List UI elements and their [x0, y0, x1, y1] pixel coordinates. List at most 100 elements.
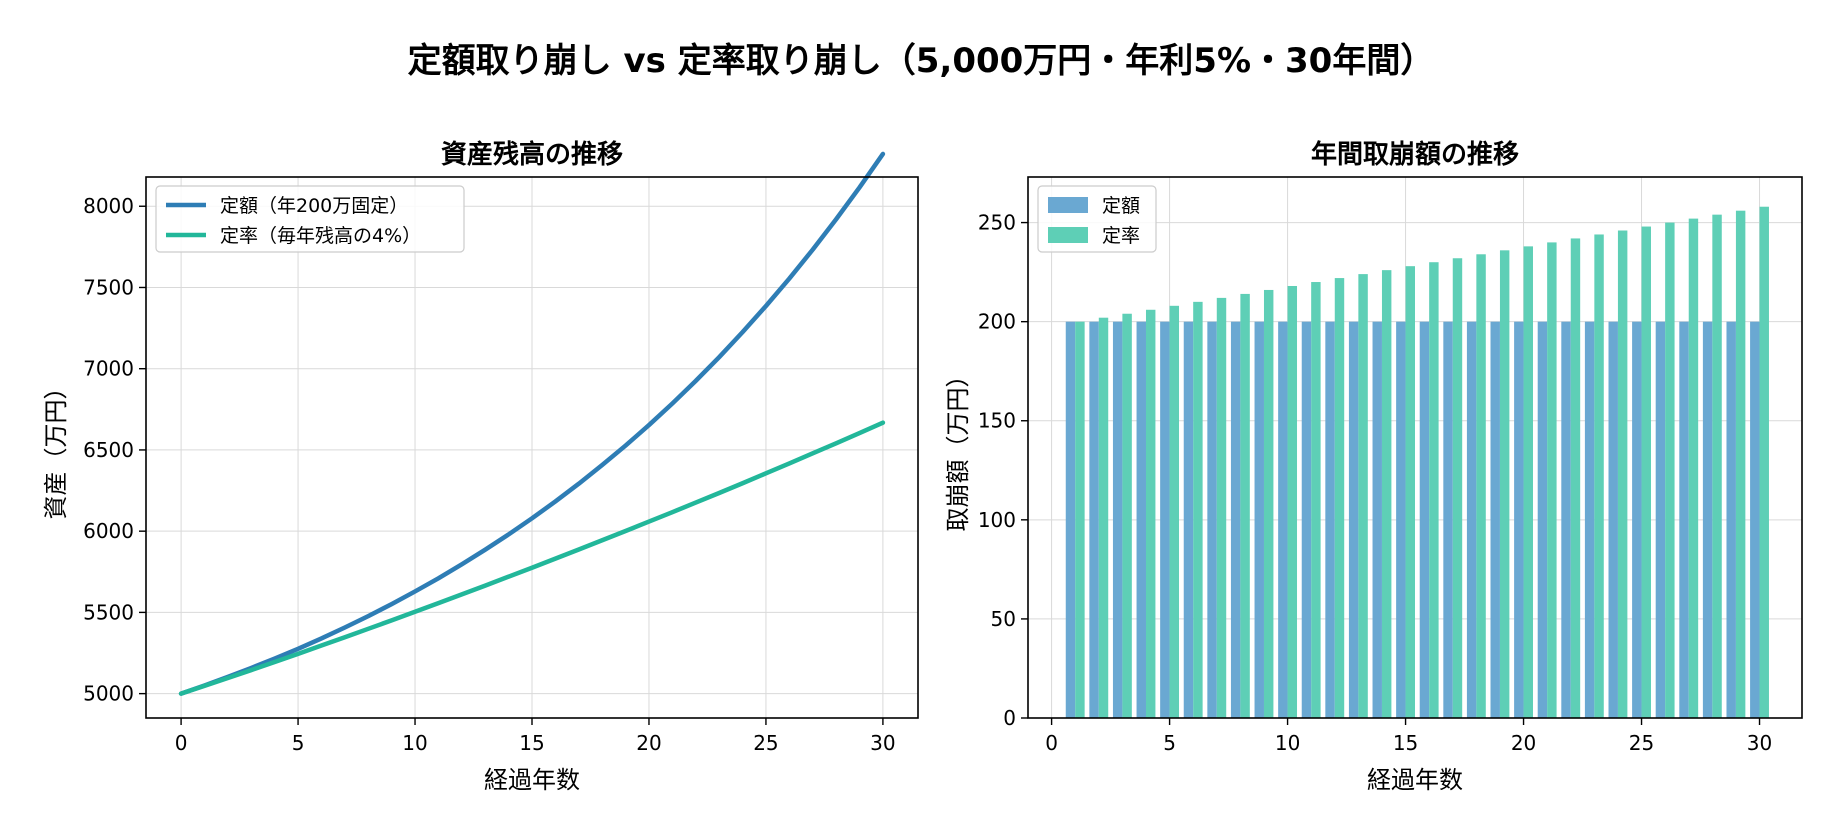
legend-swatch-2 [1048, 227, 1088, 243]
bar-rate-4 [1145, 309, 1156, 718]
y-tick-label: 150 [978, 409, 1016, 433]
bar-rate-18 [1476, 254, 1486, 719]
bar-rate-28 [1712, 214, 1722, 718]
y-tick-label: 6000 [83, 519, 134, 543]
y-tick-label: 8000 [83, 194, 134, 218]
bar-fixed-4 [1136, 321, 1146, 718]
bar-rate-9 [1263, 289, 1274, 718]
bar-fixed-2 [1089, 321, 1099, 718]
x-axis-label: 経過年数 [484, 766, 580, 794]
bar-fixed-1 [1065, 321, 1076, 718]
bar-rate-22 [1570, 238, 1581, 718]
x-tick-label: 10 [1275, 731, 1300, 755]
y-tick-label: 7500 [83, 275, 134, 299]
bar-fixed-29 [1726, 321, 1736, 718]
x-tick-label: 20 [1511, 731, 1536, 755]
bar-rate-20 [1523, 246, 1533, 718]
y-tick-label: 250 [978, 211, 1016, 235]
grid [146, 177, 918, 718]
bar-rate-16 [1429, 262, 1439, 718]
y-axis-label: 取崩額（万円） [944, 364, 972, 532]
x-tick-label: 5 [292, 731, 305, 755]
y-tick-label: 100 [978, 508, 1016, 532]
bar-fixed-8 [1230, 321, 1241, 718]
bar-rate-14 [1381, 270, 1392, 718]
bar-rate-8 [1240, 293, 1250, 718]
bar-rate-12 [1334, 278, 1345, 718]
x-tick-label: 10 [402, 731, 427, 755]
x-tick-label: 30 [870, 731, 895, 755]
bar-rate-2 [1098, 317, 1109, 718]
legend-label-1: 定額 [1102, 195, 1140, 217]
bar-rate-13 [1358, 274, 1368, 718]
y-tick-label: 50 [991, 607, 1016, 631]
bar-fixed-17 [1443, 321, 1453, 718]
bar-fixed-10 [1278, 321, 1288, 718]
bar-rate-5 [1169, 305, 1180, 718]
legend-box [155, 185, 465, 253]
y-tick-label: 200 [978, 310, 1016, 334]
bar-fixed-15 [1396, 321, 1406, 718]
bar-fixed-30 [1750, 321, 1760, 718]
x-tick-label: 0 [1045, 731, 1058, 755]
bar-fixed-28 [1702, 321, 1713, 718]
figure-suptitle: 定額取り崩し vs 定率取り崩し（5,000万円・年利5%・30年間） [408, 41, 1435, 81]
bar-rate-3 [1122, 313, 1132, 718]
bar-rate-11 [1311, 282, 1321, 718]
chart-panels: 0 5 10 15 20 25 305000550060006500700075008000… [42, 139, 1803, 794]
bar-fixed-25 [1632, 321, 1642, 718]
x-tick-label: 25 [1629, 731, 1654, 755]
y-tick-label: 5000 [83, 682, 134, 706]
bar-rate-6 [1193, 301, 1203, 718]
x-tick-label: 20 [636, 731, 661, 755]
bar-fixed-5 [1160, 321, 1170, 718]
bar-fixed-16 [1419, 321, 1430, 718]
bar-rate-29 [1735, 210, 1746, 718]
panel-title: 年間取崩額の推移 [1311, 139, 1519, 170]
bar-rate-10 [1287, 285, 1298, 718]
bar-fixed-18 [1466, 321, 1477, 718]
series-line-1 [178, 151, 886, 696]
panel-title: 資産残高の推移 [441, 139, 623, 170]
bar-rate-7 [1216, 297, 1227, 718]
legend: 定額（年200万固定） 定率（毎年残高の4%） [155, 185, 465, 253]
legend-label-2: 定率 [1102, 225, 1140, 247]
y-tick-label: 7000 [83, 357, 134, 381]
bar-fixed-24 [1608, 321, 1618, 718]
x-tick-label: 0 [175, 731, 188, 755]
y-axis-label: 資産（万円） [42, 376, 70, 520]
legend-label-2: 定率（毎年残高の4%） [220, 225, 421, 247]
bar-rate-26 [1665, 222, 1675, 719]
legend-label-1: 定額（年200万固定） [220, 195, 408, 217]
x-tick-label: 30 [1747, 731, 1772, 755]
axes-frame [1027, 176, 1803, 719]
bar-fixed-21 [1537, 321, 1548, 718]
bar-rate-30 [1759, 206, 1769, 718]
bar-fixed-3 [1112, 321, 1123, 718]
bar-rate-17 [1452, 258, 1463, 718]
bar-rate-15 [1405, 266, 1415, 718]
bar-fixed-6 [1183, 321, 1194, 718]
bar-rate-1 [1075, 321, 1085, 718]
legend-swatch-1 [1048, 197, 1088, 213]
bar-fixed-22 [1561, 321, 1571, 718]
x-axis-label: 経過年数 [1367, 766, 1463, 794]
bar-fixed-20 [1514, 321, 1524, 718]
bar-fixed-12 [1325, 321, 1335, 718]
bar-fixed-7 [1207, 321, 1217, 718]
bar-rate-19 [1499, 250, 1510, 719]
y-tick-label: 5500 [83, 600, 134, 624]
bar-rate-25 [1641, 226, 1651, 719]
y-tick-label: 6500 [83, 438, 134, 462]
bar-fixed-23 [1584, 321, 1595, 718]
bar-fixed-26 [1655, 321, 1666, 718]
bar-rate-24 [1617, 230, 1628, 718]
x-tick-label: 25 [753, 731, 778, 755]
bar-fixed-14 [1372, 321, 1382, 718]
y-tick-label: 0 [1003, 706, 1016, 730]
x-tick-label: 5 [1163, 731, 1176, 755]
bar-fixed-27 [1679, 321, 1689, 718]
